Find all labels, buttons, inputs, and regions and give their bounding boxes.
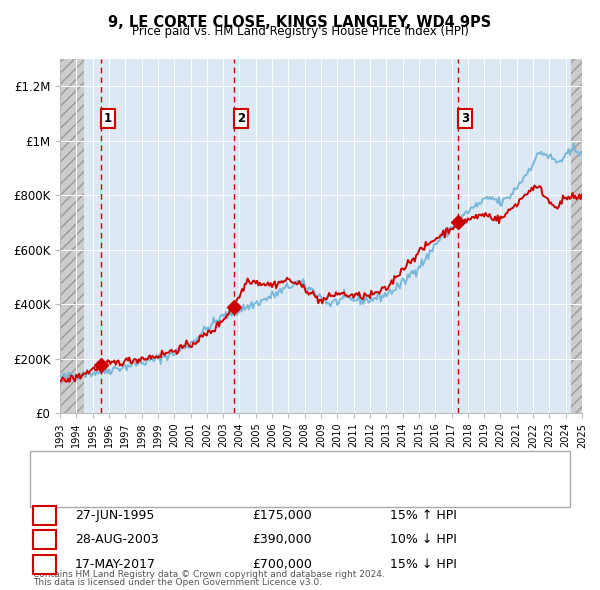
Text: £175,000: £175,000 [252, 509, 312, 522]
Text: 3: 3 [461, 113, 469, 126]
Text: HPI: Average price, detached house, Dacorum: HPI: Average price, detached house, Daco… [69, 490, 326, 499]
Text: £700,000: £700,000 [252, 558, 312, 571]
Text: 27-JUN-1995: 27-JUN-1995 [75, 509, 154, 522]
Text: —: — [48, 466, 67, 484]
Text: Contains HM Land Registry data © Crown copyright and database right 2024.: Contains HM Land Registry data © Crown c… [33, 571, 385, 579]
Text: This data is licensed under the Open Government Licence v3.0.: This data is licensed under the Open Gov… [33, 578, 322, 587]
Text: 1: 1 [40, 509, 49, 522]
Text: Price paid vs. HM Land Registry's House Price Index (HPI): Price paid vs. HM Land Registry's House … [131, 25, 469, 38]
Text: 2: 2 [40, 533, 49, 546]
Text: 10% ↓ HPI: 10% ↓ HPI [390, 533, 457, 546]
Bar [60, 59, 85, 413]
Text: 15% ↑ HPI: 15% ↑ HPI [390, 509, 457, 522]
Text: 2: 2 [237, 113, 245, 126]
Bar [60, 59, 85, 413]
Text: 3: 3 [40, 558, 49, 571]
Text: 1: 1 [104, 113, 112, 126]
Text: 17-MAY-2017: 17-MAY-2017 [75, 558, 156, 571]
Text: 15% ↓ HPI: 15% ↓ HPI [390, 558, 457, 571]
Text: £390,000: £390,000 [252, 533, 311, 546]
Text: —: — [48, 485, 67, 504]
Text: 9, LE CORTE CLOSE, KINGS LANGLEY, WD4 9PS (detached house): 9, LE CORTE CLOSE, KINGS LANGLEY, WD4 9P… [69, 470, 433, 480]
Text: 9, LE CORTE CLOSE, KINGS LANGLEY, WD4 9PS: 9, LE CORTE CLOSE, KINGS LANGLEY, WD4 9P… [109, 15, 491, 30]
Text: 28-AUG-2003: 28-AUG-2003 [75, 533, 159, 546]
